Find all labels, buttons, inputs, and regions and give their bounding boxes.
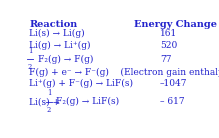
Text: F₂(g) → LiF(s): F₂(g) → LiF(s): [56, 97, 119, 106]
Text: 2: 2: [47, 106, 51, 114]
Text: F(g) + e⁻ → F⁻(g)    (Electron gain enthalpy): F(g) + e⁻ → F⁻(g) (Electron gain enthalp…: [29, 68, 219, 77]
Text: 2: 2: [28, 63, 32, 71]
Text: 161: 161: [160, 29, 177, 38]
Text: Reaction: Reaction: [29, 20, 77, 29]
Text: 520: 520: [160, 41, 177, 50]
Text: 77: 77: [160, 55, 171, 64]
Text: Li(s) → Li(g): Li(s) → Li(g): [29, 29, 85, 38]
Text: Li(s) +: Li(s) +: [29, 97, 63, 106]
Text: 1: 1: [47, 89, 51, 97]
Text: – 617: – 617: [160, 97, 184, 106]
Text: F₂(g) → F(g): F₂(g) → F(g): [38, 55, 93, 64]
Text: Li⁺(g) + F⁻(g) → LiF(s): Li⁺(g) + F⁻(g) → LiF(s): [29, 79, 133, 88]
Text: Energy Change (in kJ): Energy Change (in kJ): [134, 20, 219, 29]
Text: –1047: –1047: [160, 79, 187, 88]
Text: 1: 1: [28, 47, 32, 55]
Text: Li(g) → Li⁺(g): Li(g) → Li⁺(g): [29, 41, 91, 50]
